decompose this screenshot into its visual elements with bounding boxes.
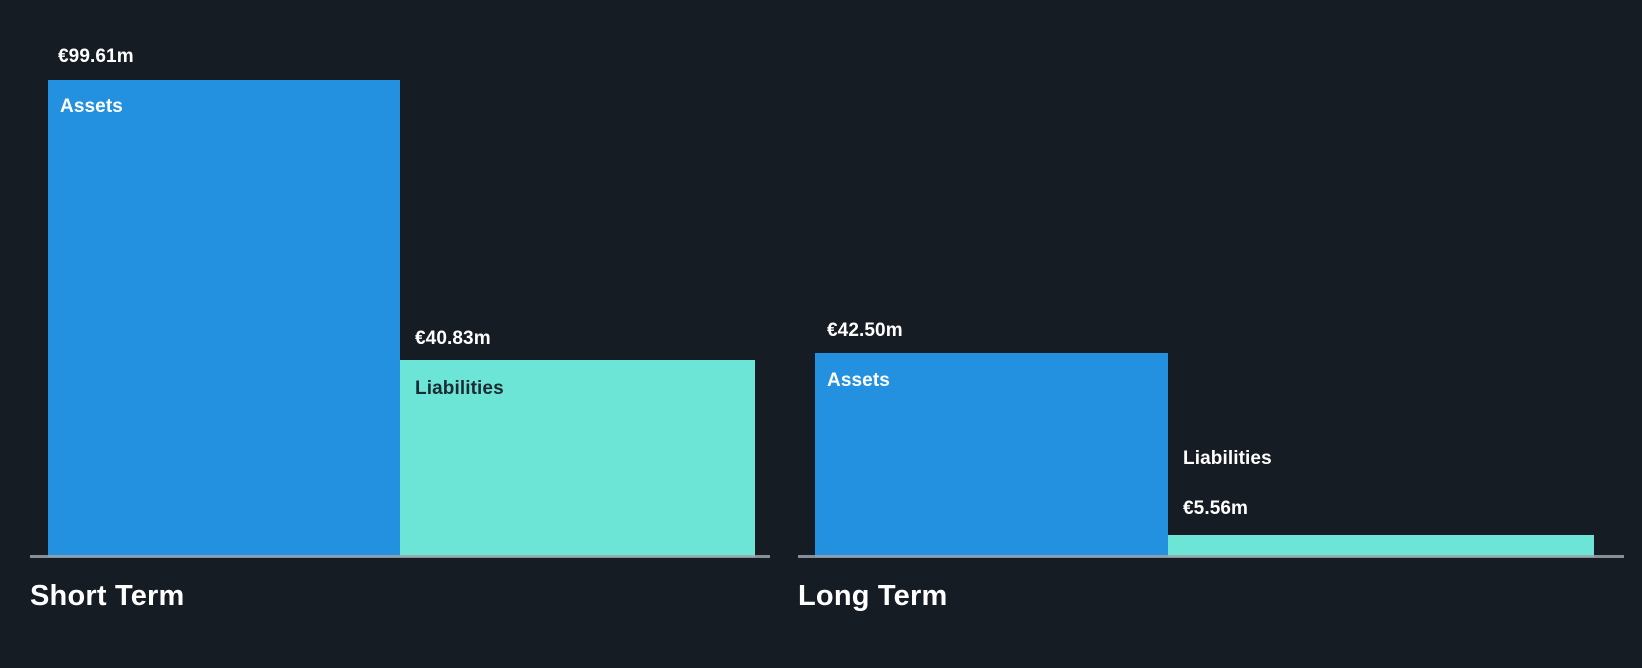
bar-short-term-assets[interactable] xyxy=(48,80,400,557)
baseline-axis-long-term xyxy=(798,555,1624,558)
series-label-short-term-assets: Assets xyxy=(60,96,123,117)
series-label-long-term-assets: Assets xyxy=(827,370,890,391)
series-label-short-term-liabilities: Liabilities xyxy=(415,378,504,399)
value-label-long-term-liabilities: €5.56m xyxy=(1183,498,1249,519)
chart-panel-long-term: €42.50m Assets Liabilities €5.56m Long T… xyxy=(798,0,1642,668)
chart-panel-short-term: €99.61m Assets €40.83m Liabilities Short… xyxy=(0,0,790,668)
value-label-short-term-assets: €99.61m xyxy=(58,46,134,67)
value-label-short-term-liabilities: €40.83m xyxy=(415,328,491,349)
series-label-long-term-liabilities: Liabilities xyxy=(1183,448,1272,469)
bar-short-term-liabilities[interactable] xyxy=(400,360,755,557)
value-label-long-term-assets: €42.50m xyxy=(827,320,903,341)
bar-long-term-liabilities[interactable] xyxy=(1168,535,1594,557)
category-label-short-term: Short Term xyxy=(30,580,185,612)
category-label-long-term: Long Term xyxy=(798,580,948,612)
bar-long-term-assets[interactable] xyxy=(815,353,1168,557)
baseline-axis-short-term xyxy=(30,555,770,558)
